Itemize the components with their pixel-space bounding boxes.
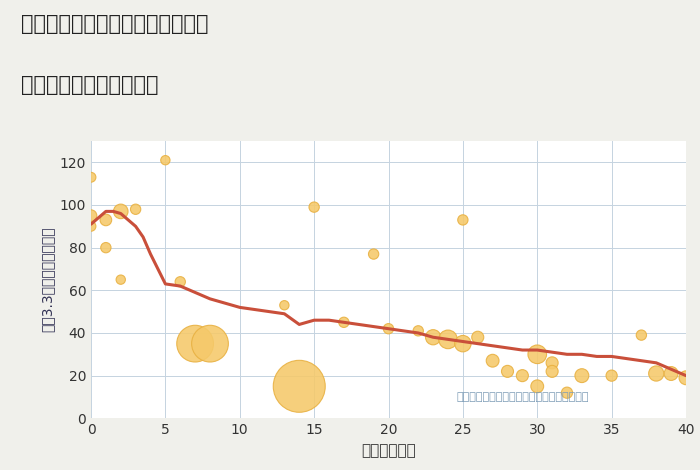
Point (606, 372, 617, 379)
Point (502, 368, 513, 375)
Point (428, 334, 439, 341)
X-axis label: 築年数（年）: 築年数（年） (361, 443, 416, 458)
Point (532, 383, 543, 390)
Point (532, 351, 543, 358)
Point (115, 276, 126, 283)
Point (680, 374, 692, 382)
Point (651, 370, 662, 377)
Text: 円の大きさは、取引のあった物件面積を示す: 円の大きさは、取引のあった物件面積を示す (457, 392, 589, 402)
Point (517, 372, 528, 379)
Point (576, 372, 587, 379)
Point (383, 325, 394, 332)
Point (338, 319, 349, 326)
Point (100, 216, 111, 224)
Point (442, 336, 454, 343)
Point (130, 205, 141, 213)
Point (547, 368, 558, 375)
Point (472, 334, 483, 341)
Point (115, 208, 126, 215)
Point (636, 331, 647, 339)
Point (457, 340, 468, 347)
Point (175, 278, 186, 286)
Point (204, 340, 216, 347)
Point (294, 383, 305, 390)
Point (309, 204, 320, 211)
Point (190, 340, 201, 347)
Point (85, 173, 97, 181)
Point (413, 327, 424, 335)
Point (85, 212, 97, 219)
Point (85, 223, 97, 230)
Point (100, 244, 111, 251)
Point (547, 359, 558, 367)
Text: 福岡県北九州市小倉北区親和町の: 福岡県北九州市小倉北区親和町の (21, 14, 209, 34)
Y-axis label: 坪（3.3㎡）単価（万円）: 坪（3.3㎡）単価（万円） (40, 227, 54, 332)
Point (368, 251, 379, 258)
Point (160, 157, 171, 164)
Point (561, 389, 573, 397)
Point (666, 370, 677, 377)
Text: 築年数別中古戸建て価格: 築年数別中古戸建て価格 (21, 75, 158, 95)
Point (457, 216, 468, 224)
Point (487, 357, 498, 364)
Point (279, 301, 290, 309)
